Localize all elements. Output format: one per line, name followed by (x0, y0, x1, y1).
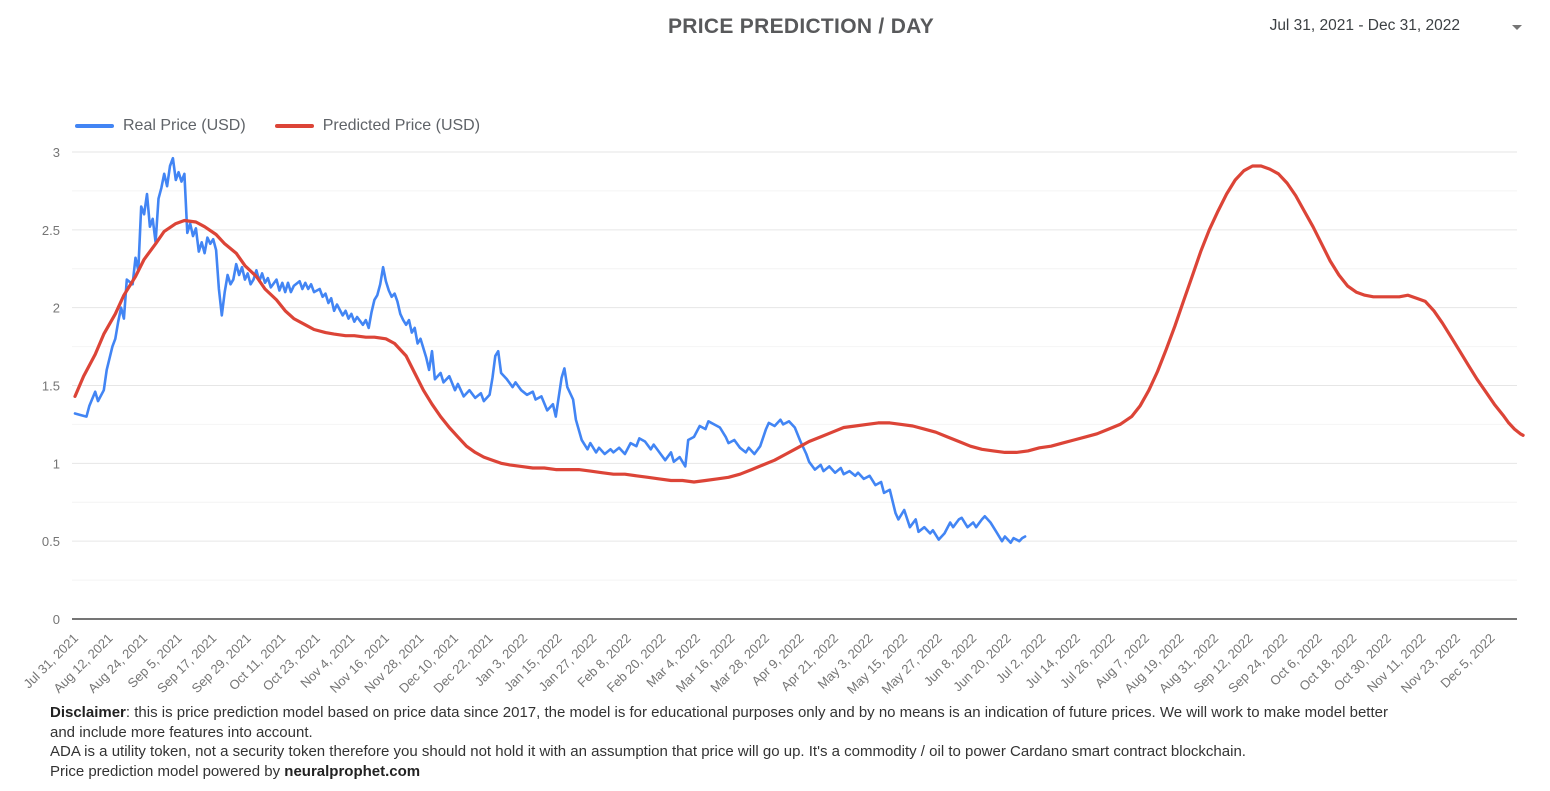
legend-item-real-price: Real Price (USD) (75, 117, 246, 135)
legend-label-real-price: Real Price (USD) (123, 117, 246, 134)
predicted-price-line (73, 164, 1525, 484)
y-tick-label: 3 (53, 145, 60, 160)
disclaimer-line: ADA is a utility token, not a security t… (50, 743, 1246, 761)
y-tick-label: 2.5 (42, 223, 60, 238)
y-tick-label: 2 (53, 301, 60, 316)
legend-item-predicted-price: Predicted Price (USD) (274, 117, 481, 135)
y-tick-label: 0.5 (42, 534, 60, 549)
disclaimer: Disclaimer: this is price prediction mod… (50, 703, 1518, 781)
disclaimer-line: Price prediction model powered by neural… (50, 762, 421, 780)
disclaimer-line: Disclaimer: this is price prediction mod… (50, 704, 1388, 721)
y-tick-label: 1 (53, 456, 60, 471)
date-range-selector[interactable]: Jul 31, 2021 - Dec 31, 2022 (1269, 17, 1460, 34)
disclaimer-line: and include more features into account. (50, 723, 313, 741)
caret-down-icon[interactable] (1512, 25, 1522, 30)
page-title: PRICE PREDICTION / DAY (667, 15, 935, 38)
real-price-line (73, 156, 1027, 545)
legend-label-predicted-price: Predicted Price (USD) (322, 117, 481, 134)
real-price-line-swatch (75, 124, 114, 128)
legend: Real Price (USD) Predicted Price (USD) (75, 117, 480, 135)
y-tick-label: 0 (53, 612, 60, 627)
y-tick-label: 1.5 (42, 378, 60, 393)
predicted-price-line-swatch (274, 124, 314, 128)
